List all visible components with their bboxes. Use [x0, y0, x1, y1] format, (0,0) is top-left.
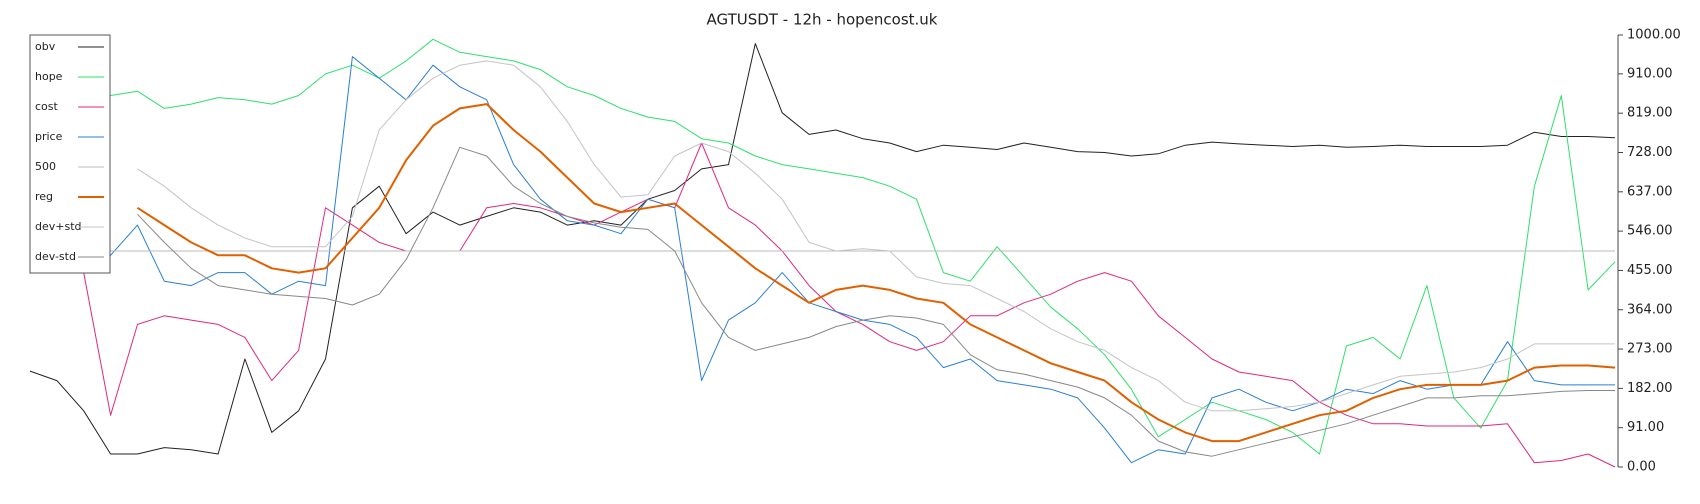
y-tick-label: 0.00 — [1627, 460, 1656, 475]
legend-label: cost — [35, 100, 59, 113]
y-tick-label: 728.00 — [1627, 145, 1673, 160]
y-tick-label: 364.00 — [1627, 302, 1673, 317]
legend-label: hope — [35, 70, 63, 83]
legend-label: obv — [35, 40, 56, 53]
series-line — [30, 38, 1616, 455]
legend-label: price — [35, 130, 63, 143]
y-tick-label: 273.00 — [1627, 342, 1673, 357]
legend-box — [29, 34, 111, 274]
legend: obv hope cost price 500 reg dev+std dev-std — [29, 34, 111, 274]
legend-label: dev+std — [35, 220, 82, 233]
series-line — [136, 103, 1616, 443]
series-line — [137, 146, 1615, 457]
legend-label: dev-std — [35, 250, 76, 263]
series-line — [137, 60, 1615, 412]
y-tick-label: 455.00 — [1627, 263, 1673, 278]
y-tick-label: 91.00 — [1627, 420, 1664, 435]
series-line — [29, 43, 1616, 455]
y-tick-label: 546.00 — [1627, 224, 1673, 239]
series-line — [83, 142, 1616, 468]
y-tick-label: 910.00 — [1627, 66, 1673, 81]
chart-title: AGTUSDT - 12h - hopencost.uk — [707, 11, 938, 29]
y-tick-label: 1000.00 — [1627, 28, 1681, 43]
y-tick-label: 637.00 — [1627, 184, 1673, 199]
y-tick-label: 819.00 — [1627, 106, 1673, 121]
series-line — [29, 56, 1615, 464]
legend-label: reg — [35, 190, 53, 203]
legend-label: 500 — [35, 160, 56, 173]
y-tick-label: 182.00 — [1627, 381, 1673, 396]
